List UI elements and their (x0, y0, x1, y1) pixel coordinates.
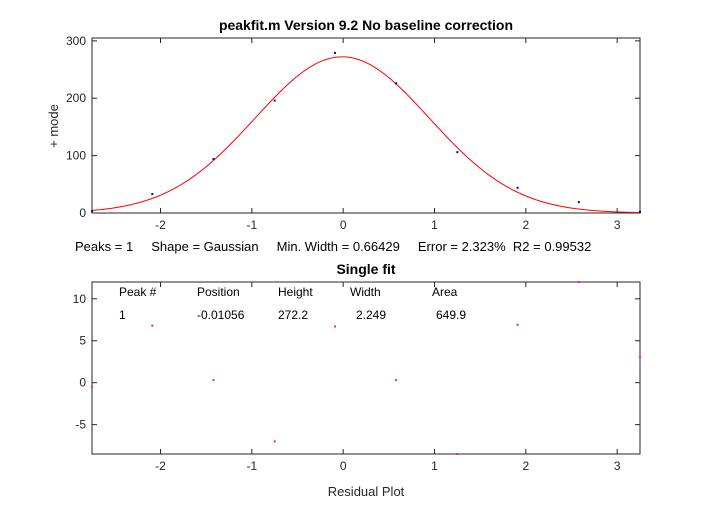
data-point (639, 210, 641, 213)
top-x-axis: -2 -1 0 1 2 3 (155, 38, 621, 232)
y-tick-label: 0 (79, 376, 86, 390)
data-point (333, 51, 336, 54)
x-tick-label: 1 (431, 218, 438, 232)
x-tick-label: -2 (155, 218, 166, 232)
results-table: Peak # Position Height Width Area 1 -0.01056 27… (119, 285, 466, 322)
data-point (151, 193, 154, 196)
top-y-axis-label: + mode (46, 104, 61, 148)
top-chart-title: peakfit.m Version 9.2 No baseline correc… (219, 17, 513, 33)
top-y-axis: 0 100 200 300 (66, 34, 640, 220)
y-tick-label: -5 (75, 418, 86, 432)
top-panel: peakfit.m Version 9.2 No baseline correc… (46, 17, 641, 254)
data-point (516, 186, 519, 189)
x-tick-label: 3 (614, 459, 621, 473)
data-point (273, 99, 276, 102)
bottom-panel: Single fit -5 0 5 10 -2 -1 0 1 2 3 Residual Plot… (73, 261, 641, 499)
data-point (91, 210, 93, 213)
data-point (395, 82, 398, 85)
x-tick-label: 2 (522, 459, 529, 473)
table-cell: 1 (119, 308, 126, 322)
bottom-chart-title: Single fit (336, 261, 395, 277)
table-header-cell: Area (432, 285, 458, 299)
table-header-cell: Width (350, 285, 381, 299)
bottom-plot-area (91, 281, 641, 455)
x-tick-label: 1 (431, 459, 438, 473)
x-tick-label: 2 (522, 218, 529, 232)
data-point (577, 201, 580, 204)
y-tick-label: 5 (79, 334, 86, 348)
x-tick-label: 0 (340, 218, 347, 232)
bottom-y-axis: -5 0 5 10 (73, 292, 640, 432)
x-tick-label: -2 (155, 459, 166, 473)
gaussian-fit-line (91, 56, 641, 214)
bottom-x-axis-label: Residual Plot (328, 484, 405, 499)
data-point (456, 151, 459, 154)
y-tick-label: 300 (66, 34, 86, 48)
x-tick-label: 0 (340, 459, 347, 473)
residual-point (639, 355, 641, 358)
x-tick-label: -1 (246, 218, 257, 232)
data-points (91, 51, 641, 213)
residual-points (91, 281, 641, 455)
top-plot-area (91, 37, 641, 214)
table-cell: -0.01056 (197, 308, 245, 322)
y-tick-label: 100 (66, 149, 86, 163)
residual-point (151, 324, 154, 327)
table-cell: 649.9 (436, 308, 466, 322)
y-tick-label: 10 (73, 292, 87, 306)
table-cell: 272.2 (278, 308, 308, 322)
x-tick-label: 3 (614, 218, 621, 232)
residual-point (516, 323, 519, 326)
table-cell: 2.249 (356, 308, 386, 322)
y-tick-label: 200 (66, 91, 86, 105)
table-header-cell: Peak # (119, 285, 157, 299)
y-tick-label: 0 (79, 206, 86, 220)
fit-summary: Peaks = 1 Shape = Gaussian Min. Width = … (75, 239, 591, 254)
residual-point (333, 325, 336, 328)
data-point (212, 158, 215, 161)
x-tick-label: -1 (246, 459, 257, 473)
bottom-x-axis: -2 -1 0 1 2 3 (155, 282, 621, 473)
table-header-cell: Height (278, 285, 313, 299)
residual-point (577, 281, 580, 283)
residual-point (212, 379, 215, 382)
residual-point (456, 453, 459, 455)
residual-point (91, 385, 93, 388)
residual-point (395, 379, 398, 382)
table-header-cell: Position (197, 285, 240, 299)
residual-point (273, 440, 276, 443)
